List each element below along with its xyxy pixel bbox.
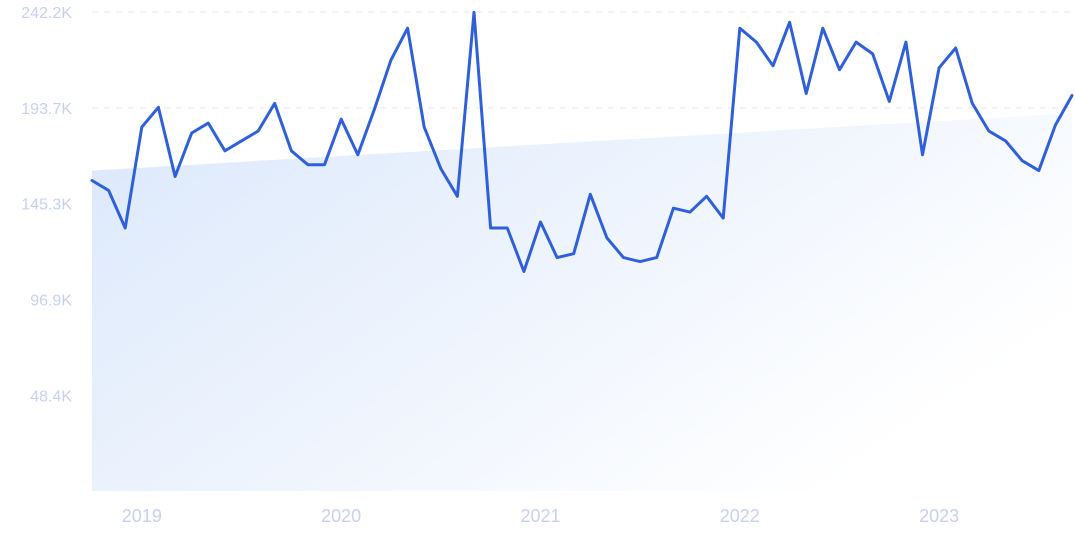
x-tick-label: 2019 [122,506,162,526]
x-tick-label: 2021 [520,506,560,526]
y-axis-labels: 48.4K 96.9K 145.3K 193.7K 242.2K [21,5,72,405]
x-tick-label: 2020 [321,506,361,526]
y-tick-label: 193.7K [21,101,72,118]
series-layer [90,10,1074,273]
trend-band [92,113,1072,492]
x-axis-labels: 2019 2020 2021 2022 2023 [122,506,959,526]
y-tick-label: 145.3K [21,197,72,214]
trend-area [92,113,1072,492]
y-tick-label: 48.4K [30,388,72,405]
x-tick-label: 2022 [720,506,760,526]
y-tick-label: 242.2K [21,5,72,22]
x-tick-label: 2023 [919,506,959,526]
y-tick-label: 96.9K [30,292,72,309]
series-line [90,10,1074,273]
